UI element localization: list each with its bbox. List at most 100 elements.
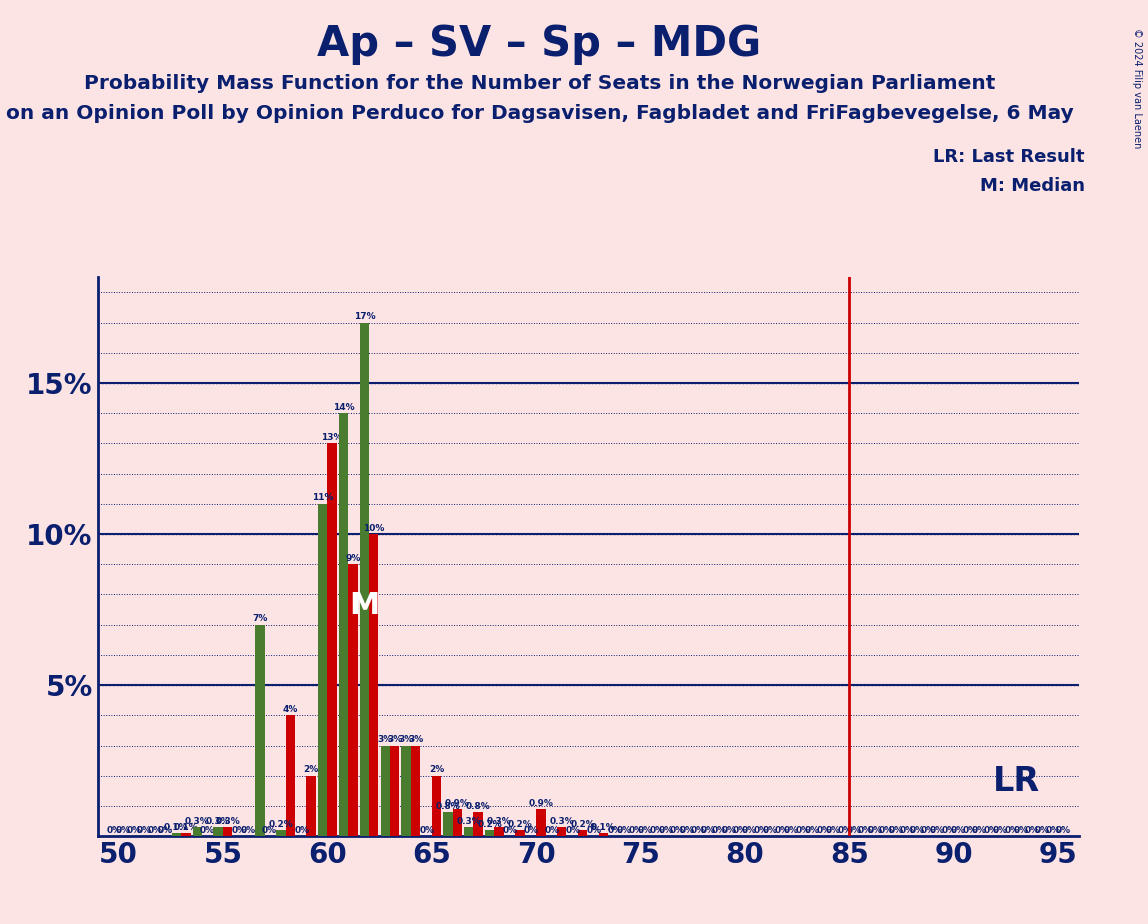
Text: 0%: 0%	[137, 826, 152, 834]
Text: 0%: 0%	[742, 826, 758, 834]
Text: 13%: 13%	[321, 432, 343, 442]
Text: 0.8%: 0.8%	[435, 801, 460, 810]
Text: 0.8%: 0.8%	[466, 801, 490, 810]
Text: 11%: 11%	[312, 493, 333, 503]
Bar	[599, 833, 608, 836]
Bar	[339, 413, 348, 836]
Text: 10%: 10%	[363, 524, 385, 532]
Text: on an Opinion Poll by Opinion Perduco for Dagsavisen, Fagbladet and FriFagbevege: on an Opinion Poll by Opinion Perduco fo…	[6, 104, 1073, 124]
Text: LR: LR	[993, 765, 1040, 798]
Text: Probability Mass Function for the Number of Seats in the Norwegian Parliament: Probability Mass Function for the Number…	[84, 74, 995, 93]
Text: 2%: 2%	[429, 765, 444, 774]
Bar	[577, 830, 588, 836]
Text: 3%: 3%	[387, 736, 402, 744]
Text: 17%: 17%	[354, 312, 375, 321]
Text: 0.3%: 0.3%	[215, 817, 240, 826]
Bar	[443, 812, 452, 836]
Bar	[193, 827, 202, 836]
Text: 0%: 0%	[796, 826, 810, 834]
Bar	[214, 827, 223, 836]
Text: 0%: 0%	[628, 826, 643, 834]
Bar	[307, 776, 316, 836]
Bar	[411, 746, 420, 836]
Text: 0.1%: 0.1%	[591, 822, 615, 832]
Text: 0%: 0%	[616, 826, 631, 834]
Text: 0.2%: 0.2%	[269, 820, 293, 829]
Text: 0%: 0%	[753, 826, 769, 834]
Text: 0%: 0%	[858, 826, 874, 834]
Text: 0%: 0%	[1046, 826, 1061, 834]
Text: 0%: 0%	[889, 826, 903, 834]
Text: 0%: 0%	[825, 826, 840, 834]
Text: 0.9%: 0.9%	[445, 798, 470, 808]
Text: 0%: 0%	[993, 826, 1008, 834]
Text: 14%: 14%	[333, 403, 355, 412]
Bar	[484, 830, 495, 836]
Text: 0%: 0%	[691, 826, 706, 834]
Text: 0%: 0%	[712, 826, 727, 834]
Text: 0%: 0%	[199, 826, 215, 834]
Text: 0%: 0%	[1055, 826, 1070, 834]
Bar	[557, 827, 566, 836]
Text: 0.3%: 0.3%	[457, 817, 481, 826]
Bar	[181, 833, 191, 836]
Text: 0%: 0%	[837, 826, 852, 834]
Text: 0%: 0%	[775, 826, 790, 834]
Text: 0.2%: 0.2%	[507, 820, 533, 829]
Text: M: M	[349, 590, 380, 620]
Bar	[359, 322, 369, 836]
Text: 0.3%: 0.3%	[550, 817, 574, 826]
Text: 0.2%: 0.2%	[478, 820, 502, 829]
Text: 0%: 0%	[232, 826, 247, 834]
Bar	[495, 827, 504, 836]
Text: 0%: 0%	[545, 826, 560, 834]
Text: 0%: 0%	[637, 826, 653, 834]
Text: 0%: 0%	[763, 826, 778, 834]
Text: 0%: 0%	[419, 826, 435, 834]
Text: 9%: 9%	[346, 553, 360, 563]
Text: 0%: 0%	[1034, 826, 1049, 834]
Text: 0%: 0%	[721, 826, 736, 834]
Bar	[223, 827, 232, 836]
Text: 0.3%: 0.3%	[487, 817, 512, 826]
Text: Ap – SV – Sp – MDG: Ap – SV – Sp – MDG	[318, 23, 761, 65]
Text: 0%: 0%	[732, 826, 747, 834]
Text: 0.3%: 0.3%	[205, 817, 231, 826]
Bar	[318, 504, 327, 836]
Bar	[432, 776, 441, 836]
Text: 0%: 0%	[157, 826, 172, 834]
Text: 0%: 0%	[700, 826, 715, 834]
Text: M: Median: M: Median	[980, 177, 1085, 195]
Text: 0%: 0%	[503, 826, 518, 834]
Bar	[255, 625, 265, 836]
Text: 0%: 0%	[107, 826, 122, 834]
Bar	[172, 833, 181, 836]
Text: 0%: 0%	[972, 826, 987, 834]
Text: 0%: 0%	[805, 826, 820, 834]
Text: 2%: 2%	[303, 765, 319, 774]
Text: 0%: 0%	[659, 826, 674, 834]
Bar	[369, 534, 379, 836]
Text: 0%: 0%	[1004, 826, 1019, 834]
Bar	[348, 565, 357, 836]
Bar	[286, 715, 295, 836]
Text: 4%: 4%	[282, 705, 298, 714]
Text: 7%: 7%	[253, 614, 267, 623]
Text: 3%: 3%	[378, 736, 393, 744]
Text: 0%: 0%	[649, 826, 665, 834]
Bar	[473, 812, 483, 836]
Text: 0%: 0%	[1014, 826, 1029, 834]
Text: 0%: 0%	[941, 826, 956, 834]
Text: 0%: 0%	[670, 826, 685, 834]
Bar	[327, 444, 336, 836]
Text: 0.9%: 0.9%	[528, 798, 553, 808]
Bar	[380, 746, 390, 836]
Text: 0%: 0%	[930, 826, 945, 834]
Text: 0%: 0%	[148, 826, 163, 834]
Text: 0%: 0%	[900, 826, 915, 834]
Bar	[390, 746, 400, 836]
Text: 0%: 0%	[921, 826, 936, 834]
Text: 0%: 0%	[784, 826, 799, 834]
Bar	[536, 809, 545, 836]
Text: 0%: 0%	[680, 826, 695, 834]
